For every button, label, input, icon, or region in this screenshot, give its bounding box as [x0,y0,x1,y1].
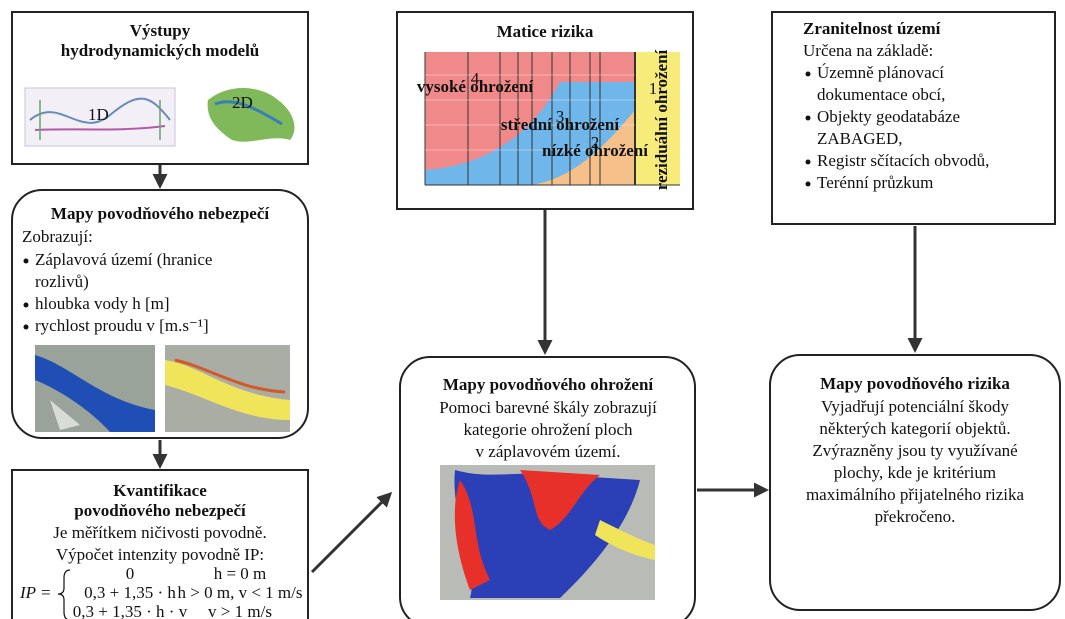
risk-box [770,355,1060,610]
body-line: plochy, kde je kritérium [834,463,996,482]
zone-label: nízké ohrožení [542,141,648,160]
body-line: Je měřítkem ničivosti povodně. [53,523,266,542]
formula-condition: h = 0 m [214,564,267,583]
bullet-text: rychlost proudu v [m.s⁻¹] [35,316,209,335]
bullet-text: Objekty geodatabáze [817,107,960,126]
bullet-text: ZABAGED, [817,129,902,148]
body-line: Vyjadřují potenciální škody [821,397,1009,416]
zone-label: reziduální ohrožení [652,49,671,190]
body-line: v záplavovém území. [476,442,621,461]
bullet [806,116,811,121]
zone-label: vysoké ohrožení [417,77,534,96]
box-title: Mapy povodňového rizika [820,374,1010,393]
box-title: Výstupy [130,21,191,40]
intro: Zobrazují: [22,227,93,246]
box-title: Kvantifikace [113,481,207,500]
formula-value: 0,3 + 1,35 · h · v [73,602,188,619]
box-title: Matice rizika [497,22,594,41]
model-label: 2D [232,93,253,112]
bullet-text: hloubka vody h [m] [35,294,170,313]
bullet-text: Terénní průzkum [817,173,933,192]
bullet-text: Záplavová území (hranice [35,250,212,269]
bullet-text: dokumentace obcí, [817,85,945,104]
bullet [24,325,29,330]
intro: Určena na základě: [803,41,933,60]
zone-label: střední ohrožení [501,115,619,134]
body-line: některých kategorií objektů. [819,419,1010,438]
body-line: Zvýrazněny jsou ty využívané [812,441,1017,460]
body-line: maximálního přijatelného rizika [806,485,1025,504]
formula-condition: h > 0 m, v < 1 m/s [178,583,303,602]
bullet [24,303,29,308]
formula-value: 0,3 + 1,35 · h [84,583,176,602]
formula-value: 0 [126,564,135,583]
box-title: Zranitelnost území [803,19,941,38]
page: Výstupyhydrodynamických modelů 1D 2D Mapy p… [0,0,1065,619]
formula-condition: v > 1 m/s [208,602,272,619]
box-title: Mapy povodňového nebezpečí [51,204,269,223]
formula-lhs: IP = [19,583,51,602]
box-title: Mapy povodňového ohrožení [443,375,654,394]
bullet [806,160,811,165]
box-title: povodňového nebezpečí [74,501,246,520]
threat-map-image [440,465,655,600]
bullet [24,259,29,264]
bullet-text: Registr sčítacích obvodů, [817,151,989,170]
bullet-text: Územně plánovací [817,63,944,82]
bullet-text: rozlivů) [35,272,89,291]
model-label: 1D [88,105,109,124]
body-line: překročeno. [875,507,956,526]
bullet [806,182,811,187]
box-title: hydrodynamických modelů [61,41,260,60]
body-line: Výpočet intenzity povodně IP: [56,545,264,564]
bullet [806,72,811,77]
body-line: Pomoci barevné škály zobrazují [439,398,657,417]
body-line: kategorie ohrožení ploch [464,420,633,439]
diagram: Výstupyhydrodynamických modelů 1D 2D Mapy p… [0,0,1065,619]
